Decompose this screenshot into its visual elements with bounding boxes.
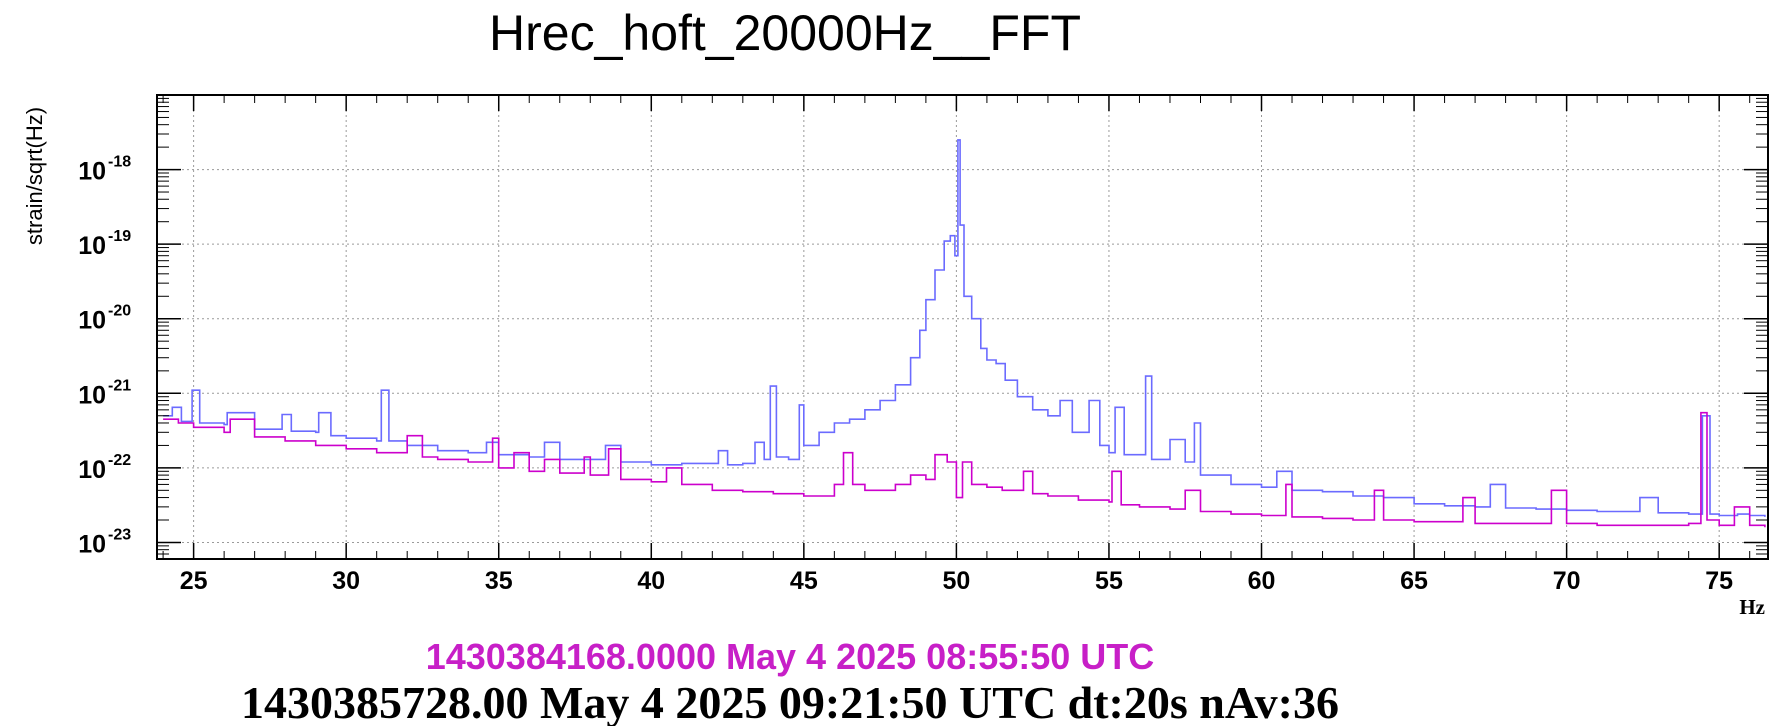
y-tick-label: 10 -19 xyxy=(78,228,131,260)
x-tick-label: 30 xyxy=(332,567,360,595)
y-tick-base: 10 xyxy=(78,158,106,186)
reference-timestamp: 1430384168.0000 May 4 2025 08:55:50 UTC xyxy=(426,636,1155,677)
y-tick-exponent: -18 xyxy=(108,154,131,171)
plot-series xyxy=(163,139,1766,528)
x-tick-label: 60 xyxy=(1248,567,1276,595)
x-tick-label: 55 xyxy=(1095,567,1123,595)
x-tick-label: 25 xyxy=(180,567,208,595)
current-timestamp-info: 1430385728.00 May 4 2025 09:21:50 UTC dt… xyxy=(241,677,1339,726)
x-tick-label: 50 xyxy=(942,567,970,595)
y-tick-label: 10 -21 xyxy=(78,377,131,409)
y-tick-base: 10 xyxy=(78,530,106,558)
y-tick-base: 10 xyxy=(78,232,106,260)
y-tick-label: 10 -18 xyxy=(78,154,131,186)
y-tick-exponent: -19 xyxy=(108,228,131,245)
series-line-1 xyxy=(163,139,1766,517)
y-tick-base: 10 xyxy=(78,307,106,335)
x-tick-label: 35 xyxy=(485,567,513,595)
x-tick-label: 40 xyxy=(637,567,665,595)
y-tick-exponent: -22 xyxy=(108,452,131,469)
y-tick-label: 10 -22 xyxy=(78,452,131,484)
plot-frame xyxy=(156,94,1769,560)
y-axis-title: strain/sqrt(Hz) xyxy=(22,107,47,245)
x-tick-label: 45 xyxy=(790,567,818,595)
y-tick-exponent: -23 xyxy=(108,526,131,543)
chart-title: Hrec_hoft_20000Hz__FFT xyxy=(489,5,1081,61)
series-line-2 xyxy=(163,411,1766,528)
y-tick-exponent: -20 xyxy=(108,303,131,320)
x-tick-label: 75 xyxy=(1705,567,1733,595)
y-tick-exponent: -21 xyxy=(108,377,131,394)
x-tick-label: 65 xyxy=(1400,567,1428,595)
y-tick-base: 10 xyxy=(78,381,106,409)
y-tick-label: 10 -23 xyxy=(78,526,131,558)
x-axis-unit-label: Hz xyxy=(1739,595,1765,619)
y-tick-label: 10 -20 xyxy=(78,303,131,335)
y-tick-base: 10 xyxy=(78,456,106,484)
x-tick-label: 70 xyxy=(1553,567,1581,595)
